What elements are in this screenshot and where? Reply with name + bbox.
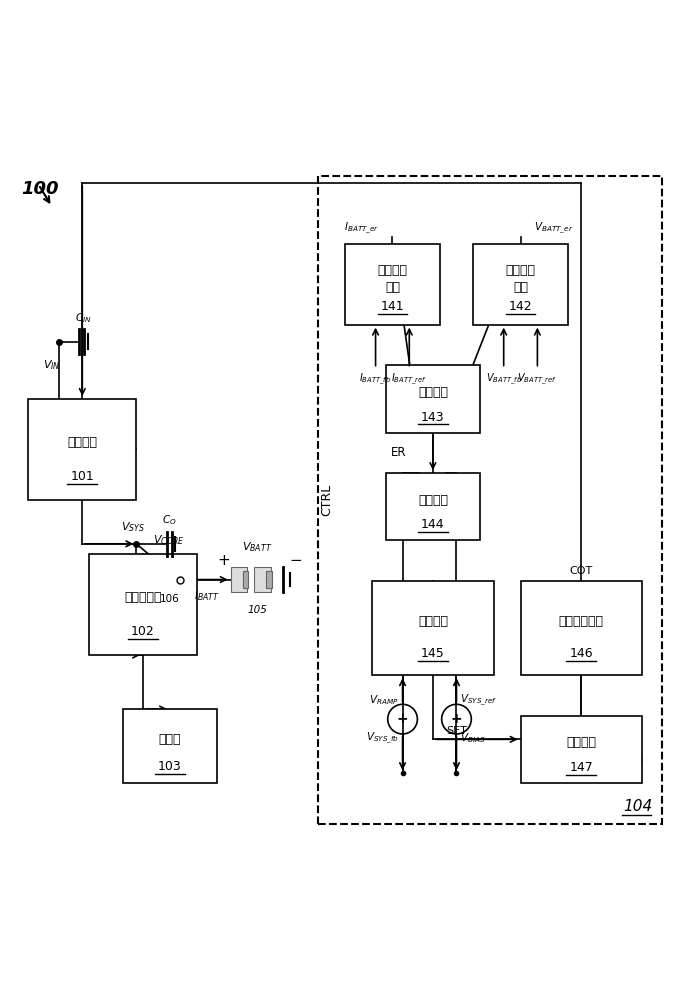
Text: 100: 100 xyxy=(22,180,59,198)
Text: 比较电路: 比较电路 xyxy=(418,615,448,628)
FancyBboxPatch shape xyxy=(318,176,662,824)
Text: CTRL: CTRL xyxy=(320,484,333,516)
Text: 146: 146 xyxy=(569,647,593,660)
Text: $V_{BIAS}$: $V_{BIAS}$ xyxy=(460,731,485,745)
Text: $V_{BATT\_ref}$: $V_{BATT\_ref}$ xyxy=(517,372,557,387)
Text: 105: 105 xyxy=(248,605,267,615)
Text: 104: 104 xyxy=(623,799,652,814)
FancyBboxPatch shape xyxy=(266,571,271,588)
Text: 143: 143 xyxy=(421,411,445,424)
Text: 选择电路: 选择电路 xyxy=(418,386,448,399)
FancyBboxPatch shape xyxy=(123,709,217,783)
Text: 147: 147 xyxy=(569,761,593,774)
Text: 电压调节器: 电压调节器 xyxy=(124,591,162,604)
Text: 145: 145 xyxy=(421,647,445,660)
FancyBboxPatch shape xyxy=(255,567,271,592)
FancyBboxPatch shape xyxy=(521,581,642,675)
FancyBboxPatch shape xyxy=(345,244,439,325)
Text: $V_{IN}$: $V_{IN}$ xyxy=(43,358,61,372)
FancyBboxPatch shape xyxy=(386,365,480,433)
Text: 开关电路: 开关电路 xyxy=(67,436,97,449)
Text: 固定时长电路: 固定时长电路 xyxy=(559,615,604,628)
Text: 电路: 电路 xyxy=(513,281,528,294)
Text: $I_{BATT}$: $I_{BATT}$ xyxy=(194,590,220,603)
Text: $V_{BATT}$: $V_{BATT}$ xyxy=(242,540,273,554)
FancyBboxPatch shape xyxy=(231,567,248,592)
Text: COT: COT xyxy=(569,566,593,576)
Text: $C_O$: $C_O$ xyxy=(162,513,177,527)
FancyBboxPatch shape xyxy=(372,581,494,675)
Text: 144: 144 xyxy=(421,518,445,531)
Text: 处理器: 处理器 xyxy=(158,733,181,746)
Text: $V_{BATT\_er}$: $V_{BATT\_er}$ xyxy=(534,221,573,236)
Text: $I_{BATT\_er}$: $I_{BATT\_er}$ xyxy=(344,221,379,236)
Text: +: + xyxy=(217,553,230,568)
Text: 142: 142 xyxy=(508,300,532,313)
Text: $V_{BATT\_fb}$: $V_{BATT\_fb}$ xyxy=(485,372,522,387)
Text: $V_{CORE}$: $V_{CORE}$ xyxy=(153,533,185,547)
Text: $V_{RAMP}$: $V_{RAMP}$ xyxy=(370,693,399,707)
Text: 偏置电路: 偏置电路 xyxy=(418,494,448,507)
Text: 电路: 电路 xyxy=(385,281,400,294)
FancyBboxPatch shape xyxy=(386,473,480,540)
Text: 106: 106 xyxy=(160,594,180,604)
Text: SET: SET xyxy=(446,726,467,736)
Text: $C_{IN}$: $C_{IN}$ xyxy=(74,311,91,325)
FancyBboxPatch shape xyxy=(89,554,197,655)
Text: 141: 141 xyxy=(380,300,404,313)
Text: $V_{SYS\_ref}$: $V_{SYS\_ref}$ xyxy=(460,693,497,708)
Text: $I_{BATT\_fb}$: $I_{BATT\_fb}$ xyxy=(359,372,392,387)
Text: ER: ER xyxy=(391,446,406,459)
FancyBboxPatch shape xyxy=(243,571,248,588)
Text: 逻辑电路: 逻辑电路 xyxy=(566,736,596,749)
Text: +: + xyxy=(397,712,408,726)
Text: 101: 101 xyxy=(70,470,94,483)
Text: $V_{SYS\_fb}$: $V_{SYS\_fb}$ xyxy=(366,730,399,746)
Text: 第二差值: 第二差值 xyxy=(506,264,536,277)
Text: 103: 103 xyxy=(158,760,182,773)
FancyBboxPatch shape xyxy=(473,244,568,325)
Text: −: − xyxy=(289,553,302,568)
Text: $I_{BATT\_ref}$: $I_{BATT\_ref}$ xyxy=(391,372,427,387)
Text: 第一差值: 第一差值 xyxy=(378,264,408,277)
Text: +: + xyxy=(451,712,462,726)
FancyBboxPatch shape xyxy=(521,716,642,783)
Text: $V_{SYS}$: $V_{SYS}$ xyxy=(121,520,145,534)
Text: 102: 102 xyxy=(131,625,155,638)
FancyBboxPatch shape xyxy=(28,399,136,500)
